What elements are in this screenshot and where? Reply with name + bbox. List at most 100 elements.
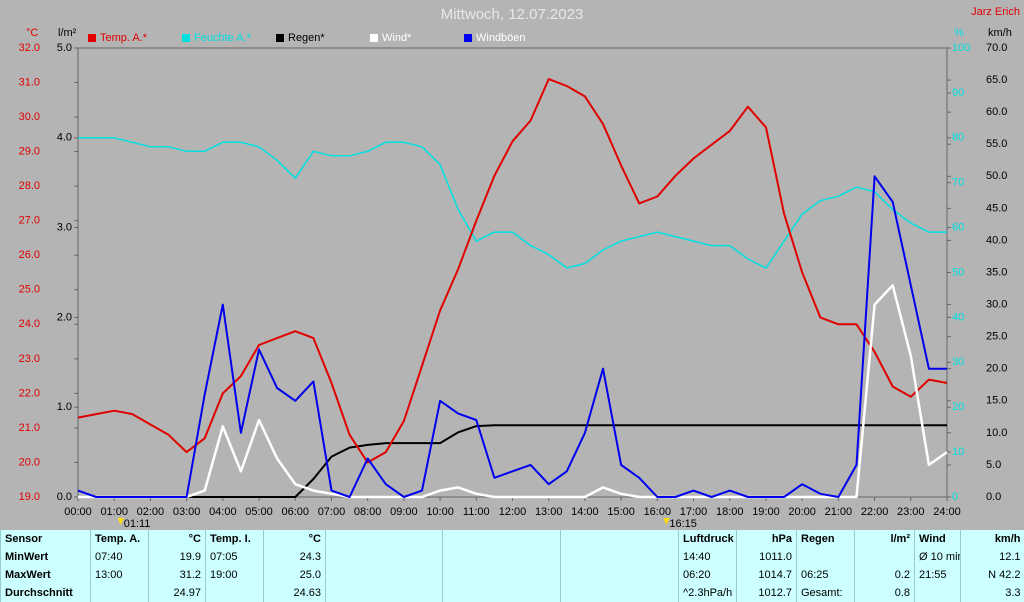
y-tick-label: 35.0 <box>986 266 1007 278</box>
table-cell: Sensor <box>0 530 91 548</box>
table-cell: 3.3 <box>960 584 1024 602</box>
legend-swatch <box>182 34 190 42</box>
table-cell: 07:05 <box>205 548 264 566</box>
x-tick-label: 16:00 <box>644 506 672 518</box>
table-cell: 19.9 <box>148 548 206 566</box>
table-cell: MinWert <box>0 548 91 566</box>
table-cell: 24.3 <box>263 548 326 566</box>
table-cell: Durchschnitt <box>0 584 91 602</box>
table-cell: MaxWert <box>0 566 91 584</box>
axis-unit: % <box>954 27 964 39</box>
y-tick-label: 10.0 <box>986 427 1007 439</box>
table-cell: 24.63 <box>263 584 326 602</box>
axis-unit: °C <box>26 27 38 39</box>
y-tick-label: 65.0 <box>986 74 1007 86</box>
y-tick-label: 30.0 <box>986 298 1007 310</box>
table-cell: 07:40 <box>90 548 149 566</box>
x-tick-label: 09:00 <box>390 506 418 518</box>
y-tick-label: 0.0 <box>986 491 1001 503</box>
table-cell: 12.1 <box>960 548 1024 566</box>
y-tick-label: 70 <box>952 177 964 189</box>
y-tick-label: 30.0 <box>19 111 40 123</box>
axis-unit: l/m² <box>58 27 77 39</box>
table-cell <box>325 548 443 566</box>
y-tick-label: 31.0 <box>19 76 40 88</box>
x-tick-label: 12:00 <box>499 506 527 518</box>
x-tick-label: 00:00 <box>64 506 92 518</box>
table-row: MinWert 07:40 19.9 07:05 24.3 14:40 1011.0 Ø 10… <box>0 548 1024 566</box>
x-tick-label: 13:00 <box>535 506 563 518</box>
y-tick-label: 60 <box>952 222 964 234</box>
y-tick-label: 45.0 <box>986 202 1007 214</box>
table-cell <box>560 548 679 566</box>
table-cell: 1012.7 <box>736 584 797 602</box>
y-tick-label: 4.0 <box>57 132 72 144</box>
x-tick-label: 04:00 <box>209 506 237 518</box>
series-line <box>77 78 948 464</box>
table-cell: 0.2 <box>854 566 915 584</box>
legend-swatch <box>370 34 378 42</box>
table-cell: 31.2 <box>148 566 206 584</box>
y-tick-label: 1.0 <box>57 401 72 413</box>
y-tick-label: 20.0 <box>986 363 1007 375</box>
table-cell: Regen <box>796 530 855 548</box>
table-cell <box>442 566 561 584</box>
table-cell <box>442 530 561 548</box>
legend-label: Temp. A.* <box>100 32 148 44</box>
table-cell: 24.97 <box>148 584 206 602</box>
x-tick-label: 06:00 <box>281 506 309 518</box>
x-tick-label: 11:00 <box>463 506 490 518</box>
y-tick-label: 29.0 <box>19 146 40 158</box>
x-tick-label: 23:00 <box>897 506 925 518</box>
table-cell <box>205 584 264 602</box>
summary-table: Sensor Temp. A. °C Temp. I. °C Luftdruck hPa Re… <box>0 530 1024 602</box>
y-tick-label: 60.0 <box>986 106 1007 118</box>
table-cell: 0.8 <box>854 584 915 602</box>
x-tick-label: 24:00 <box>933 506 961 518</box>
y-tick-label: 19.0 <box>19 491 40 503</box>
annotation: 01:11 <box>124 518 151 528</box>
x-tick-label: 21:00 <box>825 506 853 518</box>
y-tick-label: 40.0 <box>986 234 1007 246</box>
y-tick-label: 10 <box>952 446 964 458</box>
y-tick-label: 22.0 <box>19 387 40 399</box>
y-tick-label: 24.0 <box>19 318 40 330</box>
table-cell: 06:25 <box>796 566 855 584</box>
table-cell <box>325 530 443 548</box>
table-cell: km/h <box>960 530 1024 548</box>
y-tick-label: 15.0 <box>986 395 1007 407</box>
y-tick-label: 80 <box>952 132 964 144</box>
legend-label: Wind* <box>382 32 412 44</box>
table-cell: 14:40 <box>678 548 737 566</box>
y-tick-label: 25.0 <box>19 284 40 296</box>
table-cell: Ø 10 min. <box>914 548 961 566</box>
y-tick-label: 70.0 <box>986 42 1007 54</box>
table-cell: Temp. I. <box>205 530 264 548</box>
table-cell <box>560 530 679 548</box>
table-cell: °C <box>148 530 206 548</box>
chart: Mittwoch, 12.07.2023 Jarz Erich °C 19.0 20… <box>18 5 1020 528</box>
y-tick-label: 40 <box>952 311 964 323</box>
chart-title: Mittwoch, 12.07.2023 <box>441 6 584 23</box>
annotation-marker <box>117 518 124 525</box>
table-cell: Temp. A. <box>90 530 149 548</box>
y-tick-label: 30 <box>952 356 964 368</box>
x-tick-label: 15:00 <box>607 506 635 518</box>
x-tick-label: 22:00 <box>861 506 889 518</box>
annotation: 16:15 <box>669 518 697 528</box>
y-tick-label: 28.0 <box>19 180 40 192</box>
y-tick-label: 0 <box>952 491 958 503</box>
y-tick-label: 3.0 <box>57 222 72 234</box>
x-tick-label: 07:00 <box>318 506 346 518</box>
y-tick-label: 25.0 <box>986 331 1007 343</box>
y-tick-label: 0.0 <box>57 491 72 503</box>
table-row: Durchschnitt 24.97 24.63 ^2.3hPa/h 1012.7 Ges… <box>0 584 1024 602</box>
axis-unit: km/h <box>988 27 1012 39</box>
table-cell: N 42.2 <box>960 566 1024 584</box>
y-tick-label: 21.0 <box>19 422 40 434</box>
y-tick-label: 20.0 <box>19 456 40 468</box>
table-row: Sensor Temp. A. °C Temp. I. °C Luftdruck hPa Re… <box>0 530 1024 548</box>
table-cell <box>560 584 679 602</box>
table-cell: ^2.3hPa/h <box>678 584 737 602</box>
